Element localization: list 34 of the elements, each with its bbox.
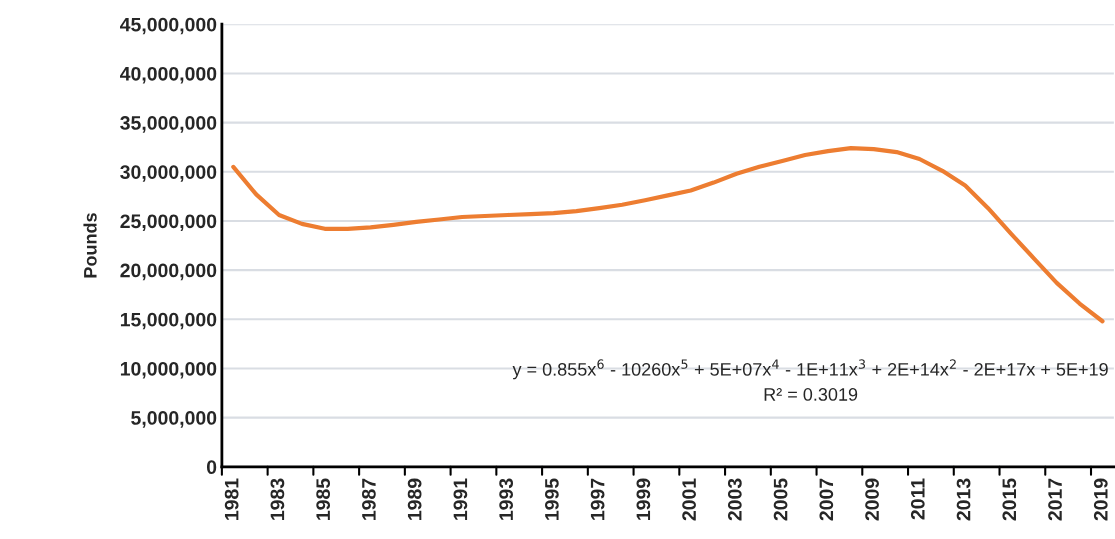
x-tick-label: 2003 <box>727 478 742 521</box>
x-tick-label: 1989 <box>407 478 422 520</box>
x-tick-label: 2007 <box>819 478 834 521</box>
x-tick-label: 1983 <box>270 478 285 520</box>
x-tick-label: 1997 <box>590 478 605 520</box>
x-tick-label: 1995 <box>544 478 559 520</box>
x-tick-label: 2015 <box>1002 478 1017 521</box>
x-tick-label: 1991 <box>453 478 468 520</box>
x-tick-label: 2017 <box>1048 478 1062 521</box>
x-tick-label: 1993 <box>499 478 514 520</box>
y-tick-label: 30,000,000 <box>120 165 217 182</box>
y-tick-label: 20,000,000 <box>120 263 217 281</box>
y-tick-label: 5,000,000 <box>131 411 217 428</box>
line-series <box>231 146 1105 324</box>
x-tick-label: 2001 <box>682 478 696 521</box>
text: y = 0.855x$^{6}$ - 10260x$^{5}$ + 5E+07x$^{4}$ - 1E+11x$^{3}$ + 2E+14x$^{2}$ - 2E+17x + 5E+19 <box>512 359 1108 380</box>
x-tick-label: 2011 <box>910 478 925 520</box>
annotation: R² = 0.3019 <box>764 388 858 401</box>
x-tick-label: 1985 <box>316 478 331 520</box>
x-tick-label: 2009 <box>865 478 879 521</box>
y-tick-label: 15,000,000 <box>120 312 217 330</box>
x-tick-label: 2005 <box>773 478 788 521</box>
x-tick-label: 2013 <box>956 478 971 521</box>
x-tick-label: 1987 <box>362 478 376 520</box>
x-tick-label: 2019 <box>1093 478 1108 521</box>
y-tick-label: 25,000,000 <box>120 214 217 231</box>
y-tick-label: 0 <box>206 460 217 475</box>
y-tick-label: 40,000,000 <box>120 66 217 84</box>
x-tick-label: 1999 <box>636 478 651 520</box>
y-tick-label: 35,000,000 <box>120 116 217 133</box>
x-tick-label: 1981 <box>224 478 239 520</box>
y-tick-label: 10,000,000 <box>120 361 217 379</box>
y-axis-title: Pounds <box>83 213 97 278</box>
y-tick-label: 45,000,000 <box>120 17 217 35</box>
